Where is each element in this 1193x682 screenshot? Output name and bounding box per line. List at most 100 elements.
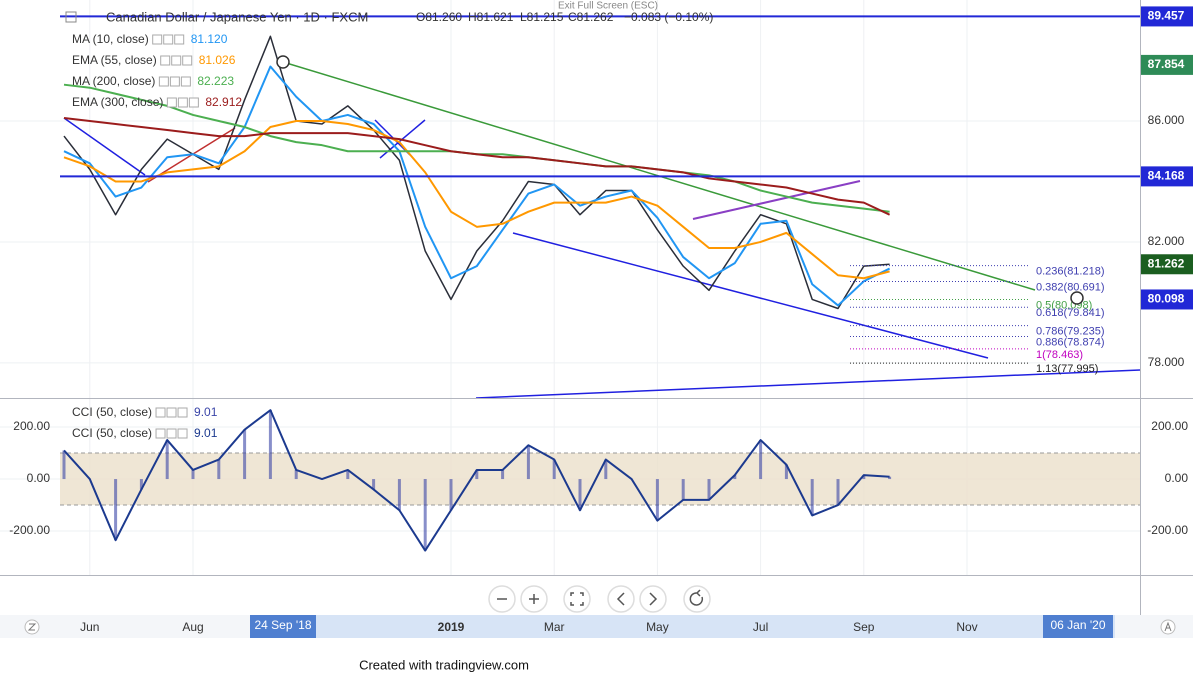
fullscreen-button[interactable] [563, 585, 591, 613]
time-marker: 24 Sep '18 [254, 618, 311, 632]
time-marker: 06 Jan '20 [1050, 618, 1105, 632]
price-marker-label: 87.854 [1148, 57, 1185, 71]
legend-label: CCI (50, close) [72, 405, 152, 419]
legend-button[interactable] [177, 428, 188, 439]
time-marker-box [250, 615, 316, 638]
time-marker-box [1043, 615, 1113, 638]
legend-button[interactable] [155, 407, 166, 418]
ohlc-change: −0.083 (−0.10%) [624, 10, 713, 24]
y-tick-label: -200.00 [9, 523, 50, 537]
trendline [63, 117, 146, 176]
price-marker-box [1141, 254, 1193, 275]
legend-label: MA (200, close) [72, 74, 155, 88]
legend-button[interactable] [166, 97, 177, 108]
fib-label: 0.618(79.841) [1036, 307, 1105, 319]
cci-band [60, 452, 1140, 506]
collapse-icon[interactable] [65, 11, 77, 23]
cci-band [60, 453, 1140, 506]
exit-full-screen[interactable]: Exit Full Screen (ESC) [558, 1, 658, 12]
y-tick-label: 0.00 [1165, 471, 1189, 485]
legend-button[interactable] [163, 34, 174, 45]
legend-button[interactable] [166, 407, 177, 418]
price-marker-label: 89.457 [1148, 9, 1185, 23]
x-tick-label: Jul [753, 620, 768, 634]
fib-label: 0.886(78.874) [1036, 336, 1105, 348]
auto-scale-toggle[interactable] [1160, 619, 1176, 635]
legend-button[interactable] [177, 97, 188, 108]
scroll-left-button[interactable] [607, 585, 635, 613]
legend-value: 9.01 [194, 405, 218, 419]
y-tick-label: 82.000 [1148, 234, 1185, 248]
legend: MA (10, close) 81.120 EMA (55, close) 81.02… [72, 32, 242, 440]
y-tick-label: 200.00 [13, 419, 50, 433]
legend-value: 82.223 [197, 74, 234, 88]
legend-value: 82.912 [205, 95, 242, 109]
legend-button[interactable] [174, 34, 185, 45]
price-marker-label: 80.098 [1148, 292, 1185, 306]
x-tick-label: Sep [853, 620, 875, 634]
anchor-handle[interactable] [276, 55, 290, 69]
legend-label: EMA (300, close) [72, 95, 163, 109]
legend-button[interactable] [158, 76, 169, 87]
series-line [63, 116, 891, 216]
legend-button[interactable] [180, 76, 191, 87]
legend-label: MA (10, close) [72, 32, 149, 46]
series [62, 35, 892, 552]
reset-button[interactable] [683, 585, 711, 613]
price-marker-box [1141, 289, 1193, 310]
ohlc-open: O81.260 [416, 10, 462, 24]
symbol-title: Canadian Dollar / Japanese Yen · 1D · FX… [106, 9, 368, 24]
price-marker-box [1141, 6, 1193, 27]
icon [689, 589, 704, 606]
fib-label: 0.236(81.218) [1036, 266, 1105, 278]
y-tick-label: 200.00 [1151, 419, 1188, 433]
legend-label: EMA (55, close) [72, 53, 157, 67]
trendline [512, 232, 989, 359]
x-tick-label: May [646, 620, 669, 634]
fib-label: 1(78.463) [1036, 349, 1083, 361]
trendline [475, 369, 1141, 399]
y-tick-label: 86.000 [1148, 113, 1185, 127]
price-marker-label: 84.168 [1148, 169, 1185, 183]
series-line [63, 35, 890, 310]
ohlc-close: C81.262 [568, 10, 614, 24]
icon [1164, 621, 1172, 632]
fib-label: 0.382(80.691) [1036, 281, 1105, 293]
legend-button[interactable] [166, 428, 177, 439]
legend-button[interactable] [171, 55, 182, 66]
price-marker-box [1141, 54, 1193, 75]
icon [570, 592, 584, 606]
legend-button[interactable] [169, 76, 180, 87]
legend-button[interactable] [160, 55, 171, 66]
series-line [63, 65, 891, 307]
trendline [692, 180, 861, 220]
x-tick-label: Aug [182, 620, 203, 634]
legend-button[interactable] [152, 34, 163, 45]
legend-button[interactable] [182, 55, 193, 66]
fib-label: 1.13(77.995) [1036, 363, 1098, 375]
series-line [63, 119, 890, 280]
anchor-handle[interactable] [1070, 291, 1084, 305]
y-tick-label: 0.00 [27, 471, 51, 485]
fib-label: 0.786(79.235) [1036, 325, 1105, 337]
scroll-right-button[interactable] [639, 585, 667, 613]
navigation [488, 585, 711, 613]
legend-button[interactable] [177, 407, 188, 418]
x-tick-label: 2019 [438, 620, 465, 634]
legend-value: 81.120 [191, 32, 228, 46]
footer: Created with tradingview.com [359, 657, 529, 672]
icon [529, 594, 539, 604]
price-marker-label: 81.262 [1148, 256, 1185, 270]
legend-button[interactable] [188, 97, 199, 108]
ohlc-low: L81.215 [520, 10, 564, 24]
icon [616, 592, 625, 606]
legend-label: CCI (50, close) [72, 426, 152, 440]
icon [649, 592, 658, 606]
series-line [63, 409, 890, 552]
legend-value: 81.026 [199, 53, 236, 67]
price-marker-box [1141, 166, 1193, 187]
grid [0, 0, 1140, 575]
legend-button[interactable] [155, 428, 166, 439]
